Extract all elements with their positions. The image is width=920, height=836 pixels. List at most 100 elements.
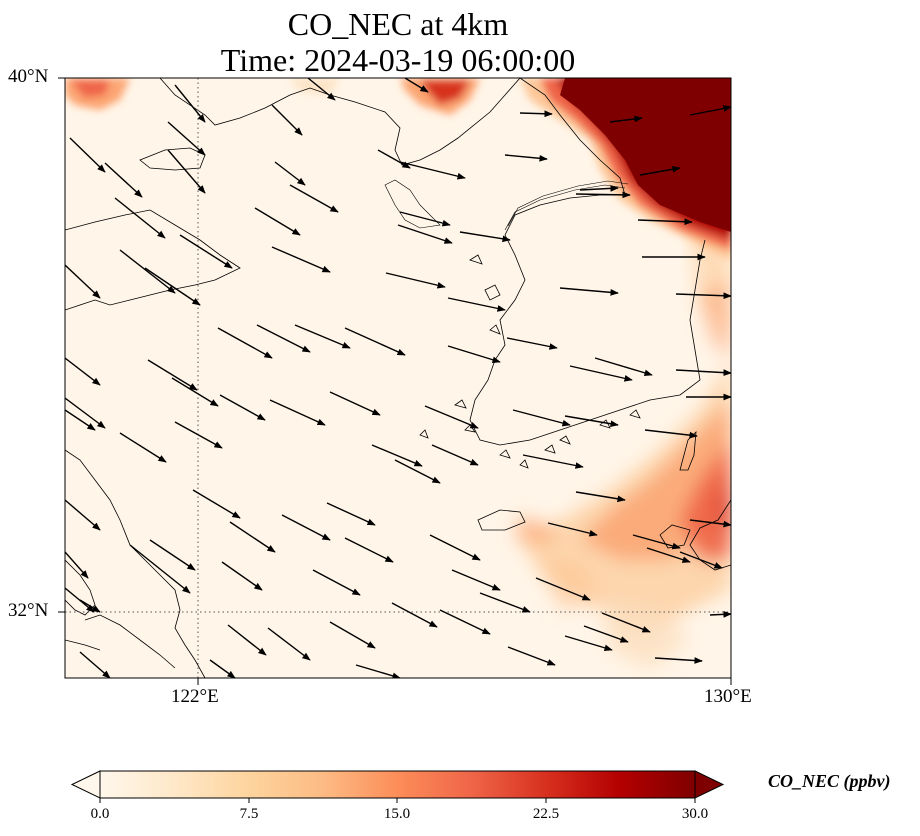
wind-arrow — [256, 324, 311, 353]
wind-arrow — [709, 611, 731, 618]
wind-arrow — [65, 551, 89, 579]
wind-arrow — [79, 651, 111, 678]
wind-arrow — [535, 577, 591, 601]
wind-arrow — [439, 609, 491, 635]
wind-arrow — [69, 137, 106, 173]
wind-arrow — [344, 327, 406, 356]
wind-arrow — [326, 502, 376, 526]
wind-arrow — [281, 514, 331, 541]
wind-arrow — [269, 399, 326, 426]
colorbar — [70, 770, 725, 803]
wind-arrow — [632, 534, 681, 550]
wind-arrow — [271, 246, 331, 273]
wind-arrow — [391, 602, 438, 628]
wind-arrow — [167, 121, 206, 156]
wind-arrow — [429, 534, 481, 561]
wind-arrow — [646, 547, 691, 563]
wind-arrow — [399, 161, 466, 180]
wind-arrow — [217, 327, 273, 359]
wind-arrow — [219, 394, 266, 421]
wind-arrow — [654, 657, 703, 664]
wind-arrow — [171, 377, 219, 407]
wind-arrow — [65, 397, 106, 429]
map-frame — [64, 77, 732, 679]
wind-arrow — [506, 337, 558, 350]
wind-arrow — [447, 345, 501, 363]
wind-arrow — [507, 646, 556, 666]
wind-arrow — [129, 544, 191, 594]
wind-arrow — [274, 161, 306, 186]
lat-tick-label-32n: 32°N — [8, 600, 49, 621]
wind-arrow — [575, 491, 626, 503]
wind-arrow — [65, 587, 95, 613]
wind-arrow — [564, 415, 619, 428]
wind-arrow — [569, 365, 633, 382]
wind-arrow — [689, 105, 731, 116]
wind-arrow — [459, 231, 511, 243]
concentration-field — [65, 78, 731, 678]
wind-arrow — [639, 165, 681, 176]
wind-arrow — [583, 625, 629, 643]
wind-arrow — [294, 324, 351, 349]
wind-arrow — [307, 78, 336, 101]
wind-arrow — [399, 211, 451, 227]
wind-arrow — [144, 267, 201, 306]
wind-arrow — [271, 104, 303, 136]
wind-arrow — [174, 421, 223, 449]
wind-arrow — [65, 264, 101, 299]
wind-vectors — [65, 78, 731, 678]
wind-arrow — [644, 429, 698, 439]
wind-arrow — [479, 592, 531, 613]
wind-arrow — [312, 569, 361, 596]
lat-tick-label-40n: 40°N — [8, 66, 49, 87]
gridlines — [65, 78, 731, 678]
wind-arrow — [119, 432, 167, 463]
wind-arrow — [559, 287, 619, 296]
wind-arrow — [377, 149, 411, 169]
colorbar-tick-0: 0.0 — [90, 806, 110, 822]
wind-arrow — [149, 539, 196, 571]
colorbar-tick-4: 30.0 — [681, 806, 709, 822]
wind-arrow — [679, 551, 723, 569]
wind-arrow — [579, 185, 619, 192]
wind-arrow — [594, 357, 653, 377]
wind-arrow — [79, 599, 101, 613]
wind-arrow — [564, 635, 613, 652]
wind-arrow — [512, 409, 571, 427]
wind-arrow — [675, 369, 731, 376]
colorbar-tick-2: 15.0 — [383, 806, 411, 822]
wind-arrow — [609, 115, 643, 123]
wind-arrow — [65, 499, 101, 531]
wind-arrow — [575, 191, 631, 199]
colorbar-label: CO_NEC (ppbv) — [768, 771, 891, 791]
colorbar-max-extend — [694, 770, 725, 799]
wind-arrow — [104, 162, 143, 198]
wind-arrow — [167, 149, 206, 194]
wind-arrow — [254, 207, 301, 236]
wind-arrow — [192, 489, 241, 519]
wind-arrow — [65, 357, 101, 386]
map-title-line2: Time: 2024-03-19 06:00:00 — [220, 42, 576, 78]
wind-arrow — [344, 537, 394, 563]
wind-arrow — [504, 154, 548, 162]
wind-arrow — [394, 459, 441, 484]
wind-arrow — [371, 444, 423, 467]
wind-arrow — [114, 197, 166, 239]
wind-arrow — [385, 272, 446, 289]
wind-arrow — [451, 569, 501, 591]
wind-arrow — [404, 78, 429, 93]
wind-arrow — [522, 454, 584, 469]
colorbar-min-extend — [70, 770, 101, 799]
wind-arrow — [355, 664, 401, 678]
colorbar-tick-1: 7.5 — [239, 806, 259, 822]
wind-arrow — [174, 84, 206, 123]
wind-arrow — [289, 184, 339, 213]
map-title-line1: CO_NEC at 4km — [287, 6, 509, 42]
wind-arrow — [447, 297, 506, 312]
wind-arrow — [547, 522, 598, 537]
wind-arrow — [267, 627, 311, 661]
wind-arrow — [637, 218, 693, 226]
wind-arrow — [147, 359, 198, 391]
wind-arrow — [689, 519, 731, 528]
